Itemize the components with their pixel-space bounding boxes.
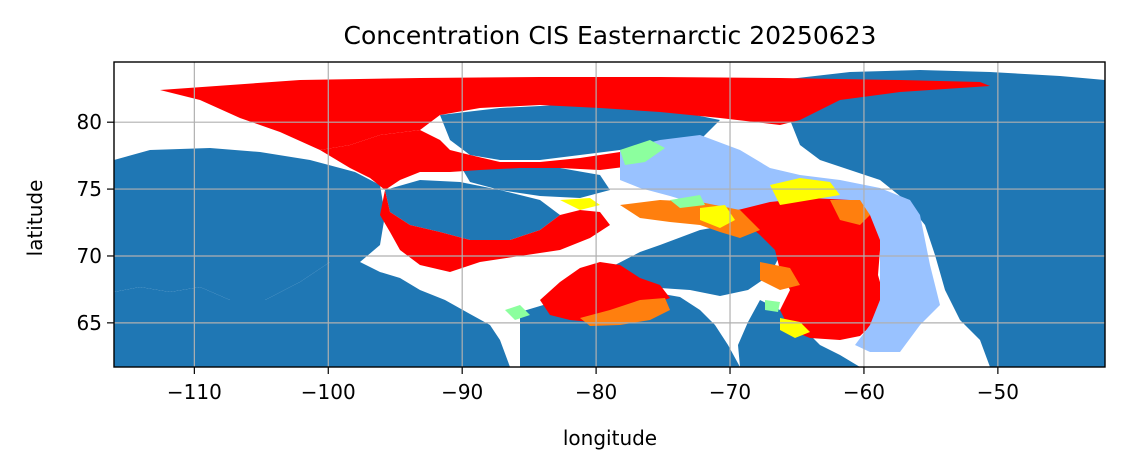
- grid: [114, 62, 1105, 367]
- ice-open-nares: [620, 140, 665, 165]
- ice-close-baffin-east: [830, 200, 870, 225]
- x-tick-label: −60: [843, 380, 885, 404]
- plot-frame: [113, 61, 1106, 368]
- land-western-arctic: [114, 148, 385, 300]
- x-tick-label: −100: [301, 380, 356, 404]
- ice-open-hudson-strait: [505, 305, 530, 320]
- x-tick-label: −70: [709, 380, 751, 404]
- land-greenland: [780, 70, 1105, 367]
- ice-very-close-arctic-ocean: [160, 77, 990, 150]
- x-axis-label: longitude: [563, 426, 657, 450]
- ice-very-close-channels-north: [320, 130, 700, 190]
- x-axis: −110 −100 −90 −80 −70 −60 −50: [167, 367, 1019, 404]
- ice-very-close-baffin-bay: [730, 195, 885, 340]
- ice-open-ungava-bay: [765, 300, 780, 312]
- chart-title: Concentration CIS Easternarctic 20250623: [344, 21, 877, 50]
- x-tick-label: −50: [977, 380, 1019, 404]
- y-tick-label: 65: [77, 311, 102, 335]
- x-tick-label: −80: [575, 380, 617, 404]
- y-tick-label: 70: [77, 244, 102, 268]
- x-tick-label: −90: [441, 380, 483, 404]
- land-baffin-island: [615, 222, 780, 296]
- ice-medium-baffin-north: [770, 178, 840, 205]
- y-tick-label: 80: [77, 110, 102, 134]
- ice-medium-lancaster: [700, 205, 735, 228]
- map-area: [114, 62, 1105, 367]
- ice-medium-gulf: [560, 198, 600, 210]
- ice-close-foxe-basin: [760, 262, 800, 290]
- y-axis-label: latitude: [23, 180, 47, 257]
- ice-very-close-channels-central: [380, 190, 610, 272]
- y-tick-label: 75: [77, 177, 102, 201]
- x-tick-label: −110: [167, 380, 222, 404]
- ice-close-hudson-strait: [580, 298, 670, 326]
- land-victoria-island: [385, 180, 560, 240]
- ice-open-baffin-coast: [670, 195, 705, 208]
- y-axis: 65 70 75 80: [77, 110, 114, 335]
- land-mainland-south: [114, 262, 510, 367]
- land-devon-island: [460, 165, 610, 198]
